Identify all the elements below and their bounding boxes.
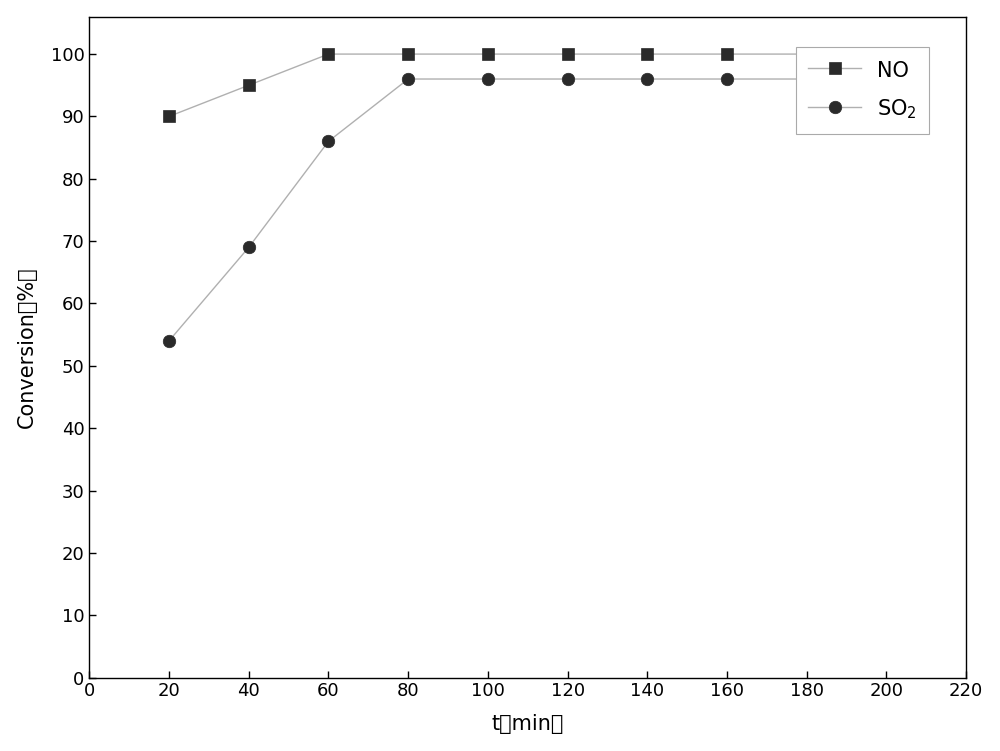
X-axis label: t（min）: t（min） [492, 714, 564, 734]
NO [243, 81, 255, 90]
Legend: NO, SO$_2$: NO, SO$_2$ [796, 47, 929, 134]
NO [562, 50, 574, 59]
SO$_2$ [163, 336, 175, 345]
SO$_2$ [322, 137, 334, 146]
SO$_2$ [562, 74, 574, 83]
SO$_2$ [402, 74, 414, 83]
SO$_2$ [243, 243, 255, 252]
SO$_2$ [641, 74, 653, 83]
SO$_2$ [880, 74, 892, 83]
NO [721, 50, 733, 59]
SO$_2$ [721, 74, 733, 83]
NO [482, 50, 494, 59]
Line: SO$_2$: SO$_2$ [163, 73, 893, 347]
NO [880, 50, 892, 59]
NO [322, 50, 334, 59]
NO [641, 50, 653, 59]
Line: NO: NO [163, 48, 893, 122]
SO$_2$ [801, 74, 813, 83]
NO [801, 50, 813, 59]
NO [163, 112, 175, 121]
Y-axis label: Conversion（%）: Conversion（%） [17, 267, 37, 428]
SO$_2$ [482, 74, 494, 83]
NO [402, 50, 414, 59]
